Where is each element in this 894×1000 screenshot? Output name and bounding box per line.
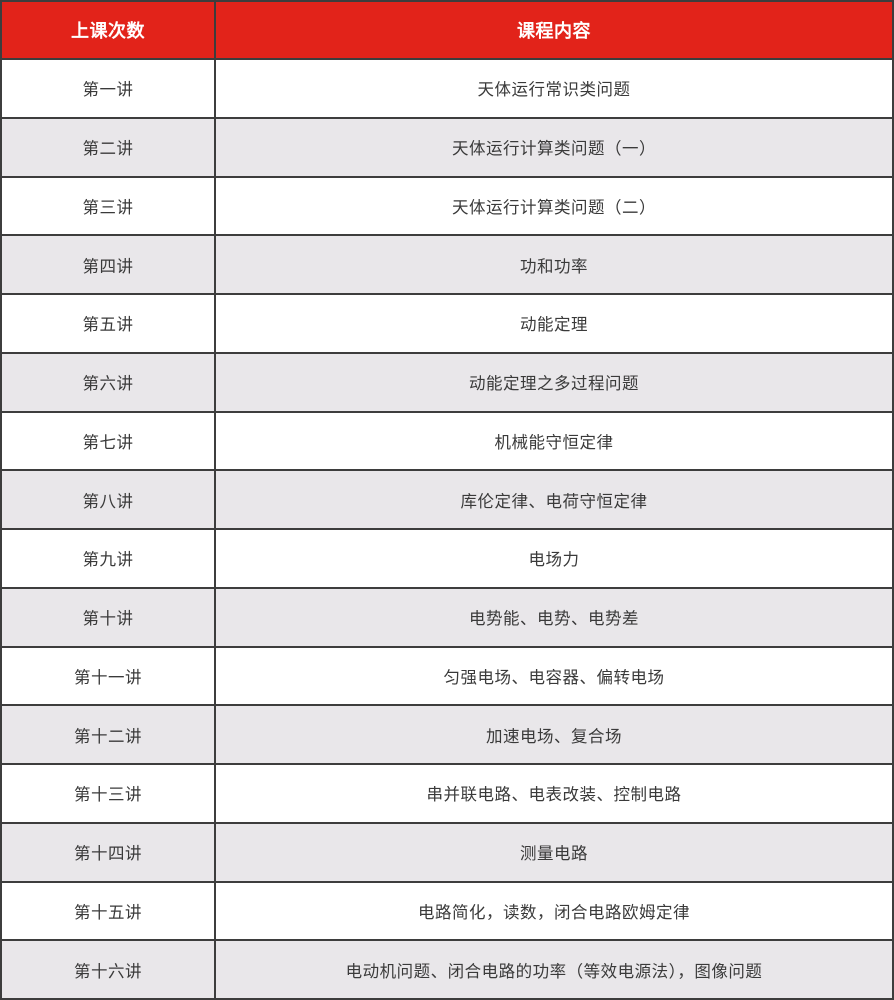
- table-row: 第五讲 动能定理: [2, 293, 892, 352]
- header-session-column: 上课次数: [2, 2, 216, 58]
- session-cell: 第十六讲: [2, 941, 216, 998]
- content-cell: 机械能守恒定律: [494, 433, 614, 452]
- table-row: 第十六讲 电动机问题、闭合电路的功率（等效电源法），图像问题: [2, 939, 892, 998]
- content-cell: 电路简化，读数，闭合电路欧姆定律: [418, 903, 690, 922]
- table-row: 第十二讲 加速电场、复合场: [2, 704, 892, 763]
- content-cell: 天体运行计算类问题（一）: [452, 140, 656, 159]
- content-cell: 电动机问题、闭合电路的功率（等效电源法），图像问题: [345, 962, 763, 981]
- content-cell: 电势能、电势、电势差: [469, 610, 639, 629]
- table-row: 第十一讲 匀强电场、电容器、偏转电场: [2, 645, 892, 705]
- table-row: 第四讲 功和功率: [2, 234, 892, 293]
- content-cell: 加速电场、复合场: [486, 727, 622, 746]
- session-cell: 第十二讲: [2, 706, 216, 763]
- content-cell: 测量电路: [520, 845, 588, 864]
- table-row: 第十四讲 测量电路: [2, 821, 892, 881]
- table-row: 第六讲 动能定理之多过程问题: [2, 351, 892, 411]
- session-cell: 第四讲: [2, 236, 216, 293]
- content-cell: 串并联电路、电表改装、控制电路: [426, 786, 682, 805]
- table-row: 第十讲 电势能、电势、电势差: [2, 586, 892, 646]
- content-cell: 电场力: [528, 551, 580, 570]
- session-cell: 第三讲: [2, 177, 216, 235]
- table-row: 第九讲 电场力: [2, 528, 892, 587]
- session-cell: 第十三讲: [2, 765, 216, 822]
- content-cell: 功和功率: [520, 257, 588, 276]
- table-row: 第十三讲 串并联电路、电表改装、控制电路: [2, 763, 892, 822]
- table-row: 第十五讲 电路简化，读数，闭合电路欧姆定律: [2, 880, 892, 940]
- content-cell: 动能定理之多过程问题: [469, 375, 639, 394]
- session-cell: 第十一讲: [2, 647, 216, 705]
- table-header-row: 上课次数 课程内容: [2, 2, 892, 58]
- table-row: 第一讲 天体运行常识类问题: [2, 58, 892, 117]
- table-row: 第八讲 库伦定律、电荷守恒定律: [2, 469, 892, 528]
- session-cell: 第二讲: [2, 118, 216, 176]
- session-cell: 第十五讲: [2, 882, 216, 940]
- content-cell: 天体运行计算类问题（二）: [452, 198, 656, 217]
- content-cell: 库伦定律、电荷守恒定律: [460, 492, 648, 511]
- content-cell: 天体运行常识类问题: [477, 81, 631, 100]
- session-cell: 第七讲: [2, 412, 216, 470]
- session-cell: 第十讲: [2, 588, 216, 646]
- content-cell: 匀强电场、电容器、偏转电场: [443, 668, 665, 687]
- session-cell: 第五讲: [2, 295, 216, 352]
- session-cell: 第一讲: [2, 60, 216, 117]
- session-cell: 第九讲: [2, 530, 216, 587]
- table-row: 第三讲 天体运行计算类问题（二）: [2, 175, 892, 235]
- table-row: 第七讲 机械能守恒定律: [2, 410, 892, 470]
- session-cell: 第十四讲: [2, 823, 216, 881]
- content-cell: 动能定理: [520, 316, 588, 335]
- session-cell: 第六讲: [2, 353, 216, 411]
- header-content-column: 课程内容: [517, 21, 591, 41]
- table-row: 第二讲 天体运行计算类问题（一）: [2, 116, 892, 176]
- session-cell: 第八讲: [2, 471, 216, 528]
